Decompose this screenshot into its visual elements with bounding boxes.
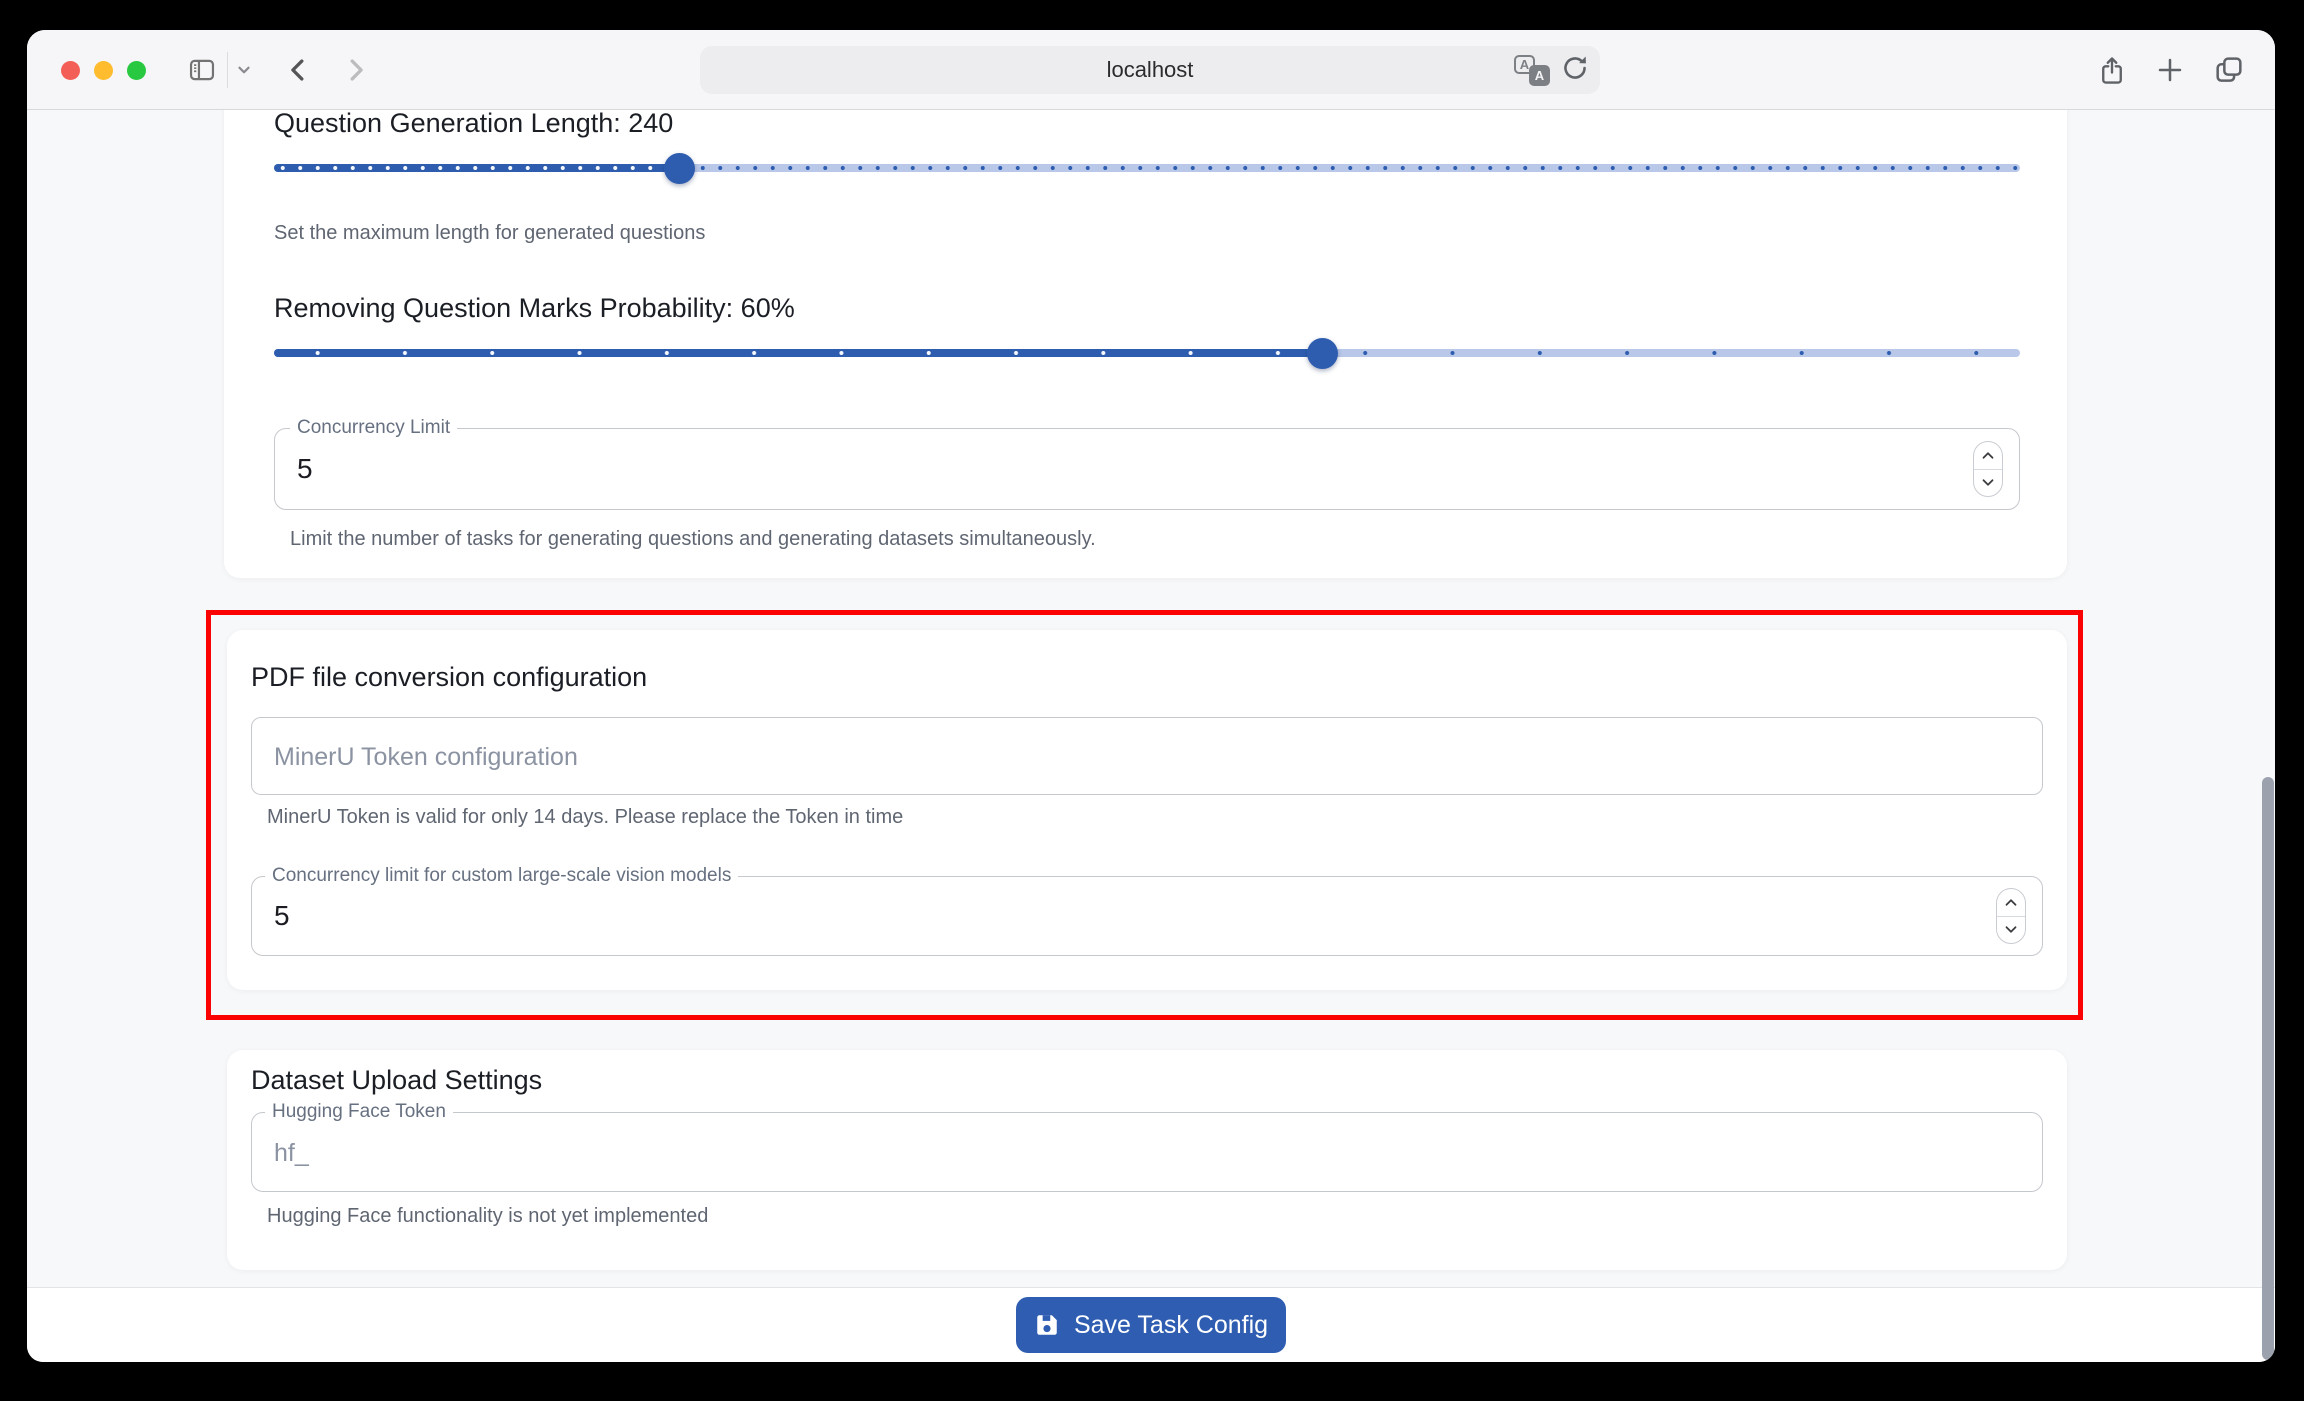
toolbar-divider <box>227 52 228 88</box>
dataset-upload-title: Dataset Upload Settings <box>251 1065 543 1095</box>
question-marks-label: Removing Question Marks Probability: 60% <box>274 293 795 323</box>
translate-icon[interactable]: A A <box>1514 54 1550 86</box>
reload-icon[interactable] <box>1560 53 1590 88</box>
question-length-helper: Set the maximum length for generated que… <box>274 222 706 244</box>
minimize-window-button[interactable] <box>94 61 113 80</box>
page-content: Question Generation Length: 240 Set the … <box>27 110 2275 1287</box>
save-button-label: Save Task Config <box>1073 1310 1269 1339</box>
save-task-config-button[interactable]: Save Task Config <box>1016 1297 1286 1353</box>
vision-concurrency-input[interactable] <box>252 877 2042 955</box>
new-tab-icon[interactable] <box>2155 55 2185 85</box>
browser-toolbar: localhost A A <box>27 30 2275 110</box>
slider-filled-track <box>274 349 1322 357</box>
question-length-slider[interactable] <box>274 152 2020 184</box>
pdf-conversion-card: PDF file conversion configuration MinerU… <box>227 630 2067 990</box>
back-icon[interactable] <box>285 56 311 84</box>
close-window-button[interactable] <box>61 61 80 80</box>
mineru-token-helper: MinerU Token is valid for only 14 days. … <box>267 806 904 828</box>
dataset-upload-card: Dataset Upload Settings Hugging Face Tok… <box>227 1050 2067 1270</box>
sidebar-toggle-icon[interactable] <box>187 56 217 84</box>
question-marks-slider[interactable] <box>274 337 2020 369</box>
hugging-face-token-label: Hugging Face Token <box>265 1101 453 1123</box>
slider-thumb[interactable] <box>664 152 696 184</box>
browser-window: localhost A A Question Generation L <box>27 30 2275 1362</box>
stepper-down-icon[interactable] <box>1974 470 2002 497</box>
scrollbar-thumb[interactable] <box>2262 777 2274 1360</box>
url-text: localhost <box>1106 57 1194 82</box>
tab-overview-icon[interactable] <box>2213 54 2245 86</box>
slider-fill-wrap <box>274 337 2020 369</box>
task-config-card: Question Generation Length: 240 Set the … <box>224 110 2067 578</box>
concurrency-limit-label: Concurrency Limit <box>290 417 458 439</box>
vision-concurrency-label: Concurrency limit for custom large-scale… <box>265 865 739 887</box>
slider-thumb[interactable] <box>1306 337 1338 369</box>
vision-concurrency-field <box>251 876 2043 956</box>
number-stepper <box>1973 441 2003 497</box>
share-icon[interactable] <box>2097 54 2127 86</box>
slider-fill-wrap <box>274 152 2020 184</box>
chevron-down-icon[interactable] <box>235 63 253 77</box>
zoom-window-button[interactable] <box>127 61 146 80</box>
save-icon <box>1034 1312 1060 1338</box>
mineru-token-input[interactable] <box>252 718 2042 794</box>
concurrency-limit-input[interactable] <box>275 429 2019 509</box>
hugging-face-token-field <box>251 1112 2043 1192</box>
concurrency-limit-field <box>274 428 2020 510</box>
concurrency-limit-helper: Limit the number of tasks for generating… <box>290 528 1096 550</box>
address-bar[interactable]: localhost A A <box>700 46 1600 94</box>
question-length-label: Question Generation Length: 240 <box>274 110 674 138</box>
stepper-up-icon[interactable] <box>1974 442 2002 470</box>
stepper-down-icon[interactable] <box>1997 917 2025 944</box>
stepper-up-icon[interactable] <box>1997 889 2025 917</box>
number-stepper <box>1996 888 2026 944</box>
forward-icon[interactable] <box>343 56 369 84</box>
slider-filled-track <box>274 164 680 172</box>
hugging-face-token-input[interactable] <box>252 1113 2042 1191</box>
pdf-section-title: PDF file conversion configuration <box>251 662 648 692</box>
hugging-face-helper: Hugging Face functionality is not yet im… <box>267 1205 709 1227</box>
mineru-token-field <box>251 717 2043 795</box>
page-footer: Save Task Config <box>27 1287 2275 1362</box>
slider-track[interactable] <box>274 164 2020 172</box>
